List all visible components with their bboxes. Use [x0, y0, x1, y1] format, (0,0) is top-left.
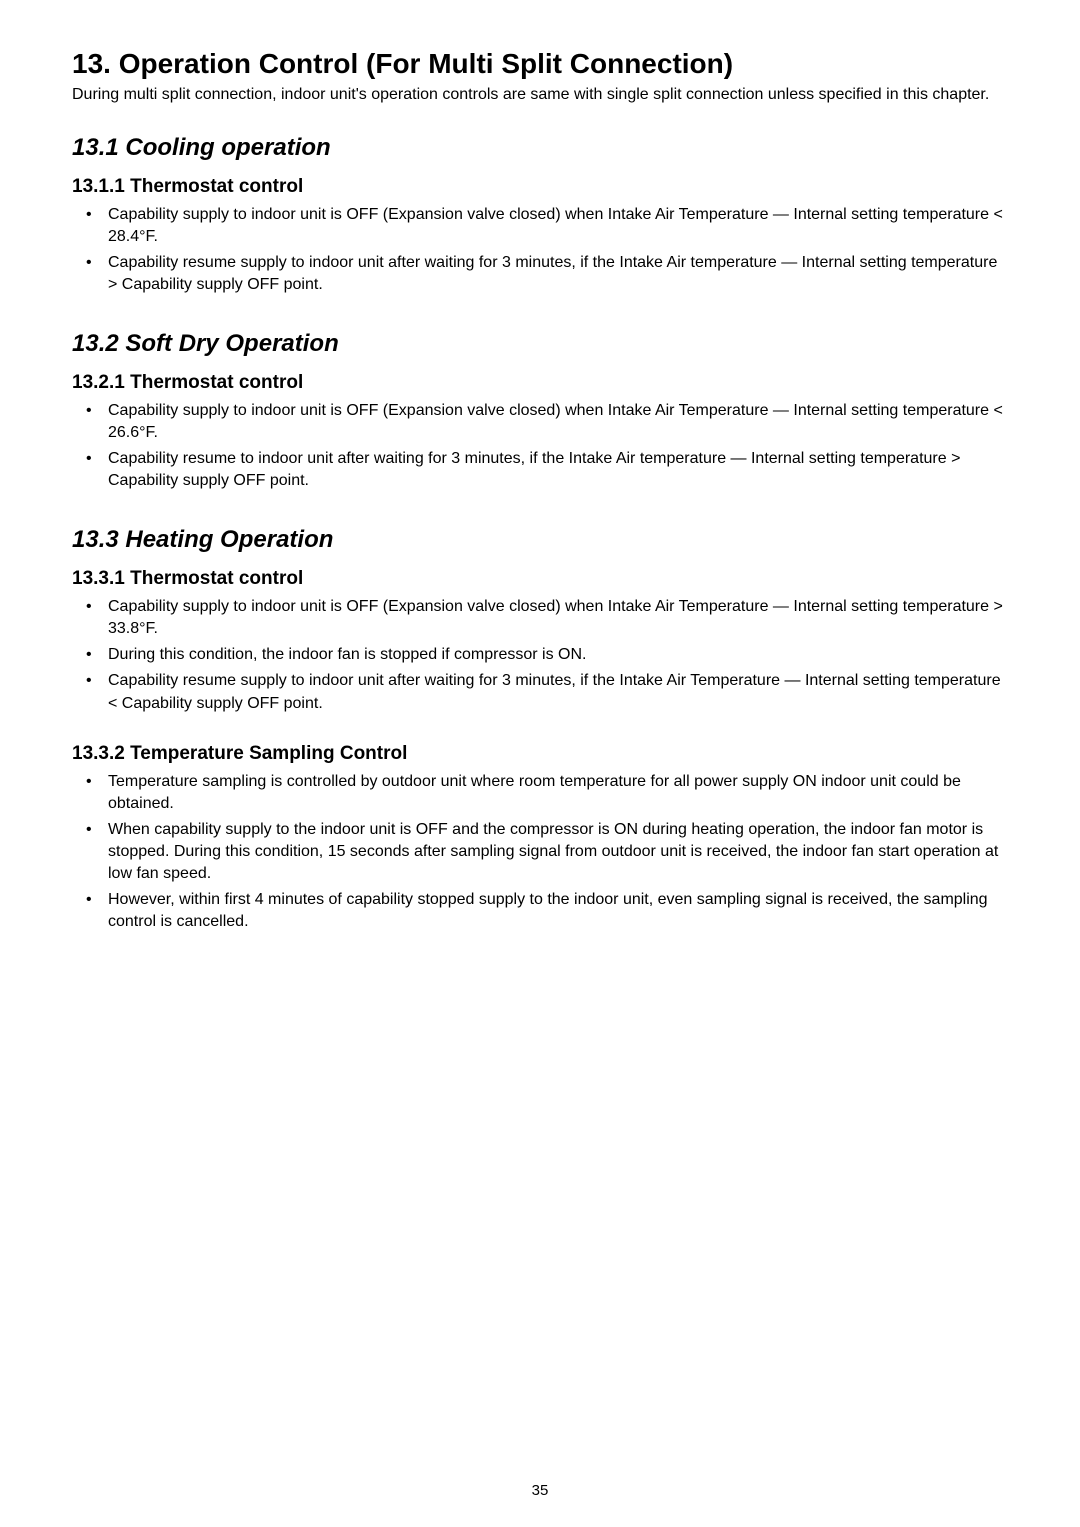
bullet-item: However, within first 4 minutes of capab…	[72, 889, 1008, 933]
bullet-item: When capability supply to the indoor uni…	[72, 819, 1008, 885]
bullet-item: Capability supply to indoor unit is OFF …	[72, 596, 1008, 640]
document-page: 13. Operation Control (For Multi Split C…	[0, 0, 1080, 1527]
bullet-item: Capability resume supply to indoor unit …	[72, 670, 1008, 714]
bullet-list: Temperature sampling is controlled by ou…	[72, 771, 1008, 934]
bullet-list: Capability supply to indoor unit is OFF …	[72, 596, 1008, 714]
bullet-list: Capability supply to indoor unit is OFF …	[72, 400, 1008, 492]
section-13-2: 13.2 Soft Dry Operation 13.2.1 Thermosta…	[72, 330, 1008, 492]
intro-paragraph: During multi split connection, indoor un…	[72, 84, 1008, 106]
subsection-heading: 13.2 Soft Dry Operation	[72, 330, 1008, 358]
section-13-3-2: 13.3.2 Temperature Sampling Control Temp…	[72, 743, 1008, 934]
section-13-1: 13.1 Cooling operation 13.1.1 Thermostat…	[72, 134, 1008, 296]
subsubsection-heading: 13.3.2 Temperature Sampling Control	[72, 743, 1008, 765]
subsubsection-heading: 13.3.1 Thermostat control	[72, 568, 1008, 590]
section-title: 13. Operation Control (For Multi Split C…	[72, 48, 1008, 80]
bullet-item: Capability supply to indoor unit is OFF …	[72, 204, 1008, 248]
subsection-heading: 13.3 Heating Operation	[72, 526, 1008, 554]
bullet-item: Capability resume supply to indoor unit …	[72, 252, 1008, 296]
subsection-heading: 13.1 Cooling operation	[72, 134, 1008, 162]
section-13-3-1: 13.3.1 Thermostat control Capability sup…	[72, 568, 1008, 714]
section-13-1-1: 13.1.1 Thermostat control Capability sup…	[72, 176, 1008, 296]
bullet-item: Capability resume to indoor unit after w…	[72, 448, 1008, 492]
subsubsection-heading: 13.1.1 Thermostat control	[72, 176, 1008, 198]
page-number: 35	[0, 1482, 1080, 1499]
section-13-3: 13.3 Heating Operation 13.3.1 Thermostat…	[72, 526, 1008, 933]
bullet-list: Capability supply to indoor unit is OFF …	[72, 204, 1008, 296]
subsubsection-heading: 13.2.1 Thermostat control	[72, 372, 1008, 394]
bullet-item: Temperature sampling is controlled by ou…	[72, 771, 1008, 815]
bullet-item: During this condition, the indoor fan is…	[72, 644, 1008, 666]
bullet-item: Capability supply to indoor unit is OFF …	[72, 400, 1008, 444]
section-13-2-1: 13.2.1 Thermostat control Capability sup…	[72, 372, 1008, 492]
